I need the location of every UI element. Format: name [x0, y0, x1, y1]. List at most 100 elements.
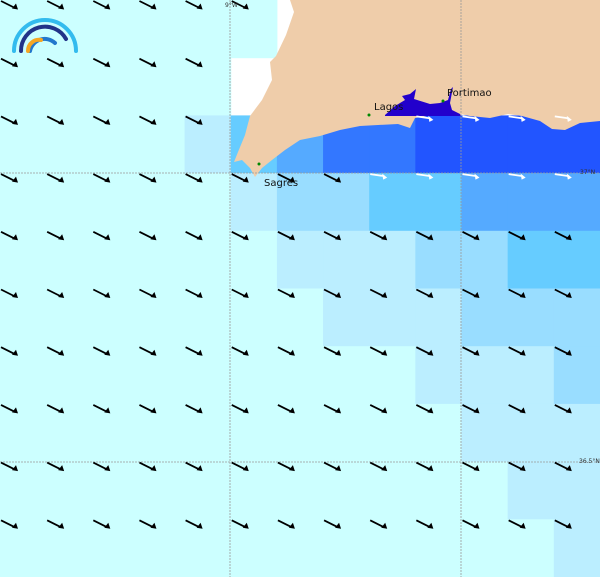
wind-arrow — [462, 404, 480, 414]
wind-arrow — [462, 173, 480, 180]
wind-arrow — [139, 519, 157, 529]
sea-cell — [461, 403, 509, 463]
wind-arrow — [185, 404, 203, 414]
sea-cell — [138, 461, 186, 520]
sea-cell — [323, 173, 370, 232]
logo — [12, 18, 78, 53]
wind-arrow — [277, 346, 295, 356]
sea-cell — [46, 173, 93, 232]
wind-arrow — [369, 288, 388, 298]
wind-arrow — [415, 461, 434, 472]
wind-arrow — [92, 404, 111, 414]
wind-arrow — [415, 288, 434, 298]
wind-arrow — [554, 461, 572, 472]
sea-cell — [461, 519, 509, 577]
sea-cell — [507, 461, 555, 520]
wind-arrow — [554, 115, 572, 122]
sea-cell — [230, 230, 278, 289]
sea-cell — [46, 461, 93, 520]
wind-arrow — [508, 404, 526, 414]
sea-cell — [276, 230, 324, 289]
wind-arrow — [508, 173, 526, 180]
sea-cell — [507, 288, 555, 347]
wind-arrow — [139, 173, 157, 183]
sea-cell — [369, 461, 416, 520]
wind-arrow — [46, 57, 65, 68]
wind-arrow — [139, 230, 157, 241]
wind-arrow — [323, 173, 342, 183]
sea-cell — [46, 519, 93, 577]
sea-cell — [184, 115, 232, 174]
wind-arrow — [554, 230, 572, 241]
wind-arrow — [416, 115, 434, 122]
sea-cell — [138, 288, 186, 347]
sea-cell — [138, 346, 186, 405]
wind-arrow — [415, 519, 434, 529]
sea-cell — [461, 288, 509, 347]
sea-cell — [0, 230, 47, 289]
sea-cell — [230, 173, 278, 232]
wind-arrow — [0, 57, 18, 68]
sea-cell — [92, 230, 139, 289]
wind-arrow — [0, 461, 18, 472]
wind-arrow — [139, 346, 157, 356]
sea-cell — [553, 403, 600, 463]
sea-cell — [553, 288, 600, 347]
sea-cell — [184, 403, 232, 463]
wind-arrow — [0, 173, 18, 183]
sea-cell — [92, 519, 139, 577]
wind-arrow — [277, 404, 295, 414]
sea-cell — [276, 346, 324, 405]
sea-cell — [92, 288, 139, 347]
sea-cell — [0, 288, 47, 347]
wind-arrow — [185, 230, 203, 241]
sea-cell — [46, 230, 93, 289]
wind-arrow — [46, 404, 65, 414]
sea-cell — [0, 115, 47, 174]
sea-cell — [184, 57, 232, 116]
wind-arrow — [0, 346, 18, 356]
wind-arrow — [231, 346, 249, 356]
wind-arrow — [46, 115, 65, 125]
wind-arrow — [0, 404, 18, 414]
wind-arrow — [323, 404, 342, 414]
sea-cell — [92, 461, 139, 520]
sea-cell — [138, 173, 186, 232]
sea-cell — [323, 288, 370, 347]
sea-cell — [46, 288, 93, 347]
wind-arrow — [462, 519, 480, 529]
wind-arrow — [139, 404, 157, 414]
wind-arrow — [92, 346, 111, 356]
wind-arrow — [92, 230, 111, 241]
wind-arrow — [369, 519, 388, 529]
wind-arrow — [416, 173, 434, 180]
sea-cell — [461, 461, 509, 520]
lat-label-37n: 37°N — [580, 169, 596, 176]
wind-arrow — [46, 461, 65, 472]
wind-arrow — [508, 288, 526, 298]
sea-cell — [138, 403, 186, 463]
land-portugal — [234, 0, 600, 177]
wind-arrow — [185, 519, 203, 529]
wind-arrow — [323, 519, 342, 529]
wind-arrow — [92, 288, 111, 298]
sea-cell — [230, 0, 278, 59]
wind-arrow — [139, 288, 157, 298]
sea-cell — [184, 346, 232, 405]
sea-cell — [230, 403, 278, 463]
wind-arrow — [46, 519, 65, 529]
wind-arrow — [462, 230, 480, 241]
wind-arrow — [139, 115, 157, 125]
wind-arrow — [0, 115, 18, 125]
sea-cell — [46, 57, 93, 116]
lon-label-9w: 9°W — [225, 2, 238, 9]
wind-arrow — [46, 230, 65, 241]
wind-arrow — [231, 519, 249, 529]
wind-arrow — [139, 461, 157, 472]
sea-cell — [276, 461, 324, 520]
wind-arrow — [231, 230, 249, 241]
sea-cell — [0, 403, 47, 463]
sea-cell — [0, 57, 47, 116]
sea-cell — [0, 346, 47, 405]
